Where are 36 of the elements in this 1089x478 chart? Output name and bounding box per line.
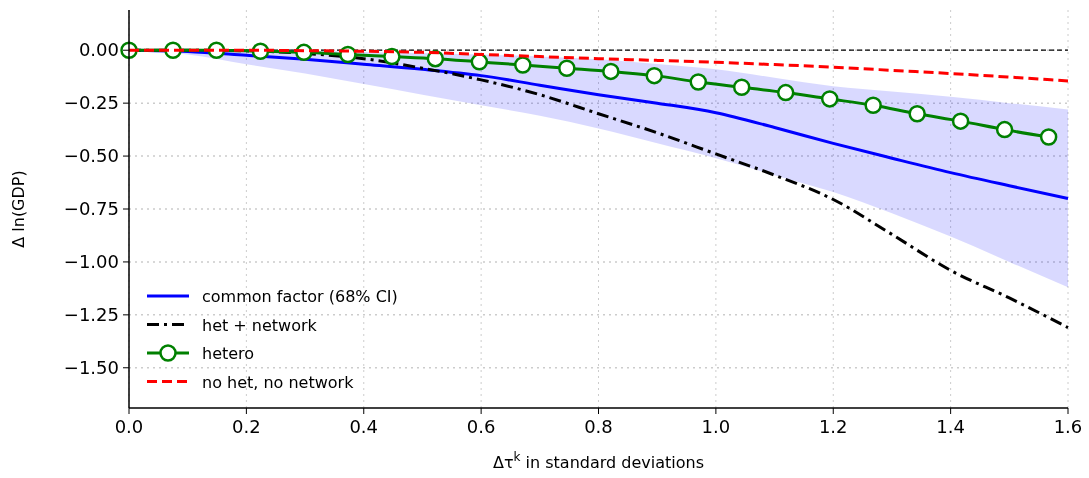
x-tick-label: 0.4 bbox=[349, 416, 379, 437]
y-tick-label: −0.75 bbox=[63, 198, 119, 219]
point bbox=[995, 120, 1014, 139]
x-tick-label: 1.0 bbox=[701, 416, 731, 437]
y-tick-label: −0.50 bbox=[63, 145, 119, 167]
point bbox=[645, 66, 663, 85]
legend-label: het + network bbox=[202, 315, 318, 335]
y-tick-label: −1.00 bbox=[63, 250, 119, 272]
point bbox=[732, 78, 751, 97]
legend-label: hetero bbox=[202, 344, 255, 363]
y-tick-label: 0.00 bbox=[78, 39, 119, 61]
point bbox=[602, 62, 620, 81]
legend-label: common factor (68% CI) bbox=[202, 287, 398, 306]
point bbox=[820, 90, 839, 108]
legend-label: no het, no network bbox=[202, 372, 355, 392]
point bbox=[908, 104, 926, 123]
y-axis-title: Δ ln(GDP) bbox=[9, 170, 28, 248]
y-tick-label: −0.25 bbox=[63, 92, 119, 114]
y-tick-label: −1.50 bbox=[63, 356, 119, 378]
point bbox=[470, 53, 489, 71]
x-tick-label: 1.6 bbox=[1053, 416, 1083, 437]
x-tick-label: 0.8 bbox=[584, 416, 613, 437]
x-tick-label: 1.2 bbox=[818, 416, 848, 437]
x-tick-label: 0.0 bbox=[114, 416, 144, 437]
point bbox=[951, 112, 970, 130]
x-axis-title: Δτ$^{k}$ in standard deviations bbox=[492, 450, 705, 472]
point bbox=[1039, 128, 1058, 146]
point bbox=[558, 59, 576, 77]
y-tick-label: −1.25 bbox=[63, 303, 119, 325]
point bbox=[864, 96, 882, 115]
x-tick-label: 0.2 bbox=[232, 416, 261, 437]
point bbox=[776, 83, 795, 102]
x-tick-label: 1.4 bbox=[936, 416, 965, 437]
x-tick-label: 0.6 bbox=[466, 416, 496, 437]
point bbox=[514, 56, 532, 74]
point bbox=[689, 73, 708, 91]
